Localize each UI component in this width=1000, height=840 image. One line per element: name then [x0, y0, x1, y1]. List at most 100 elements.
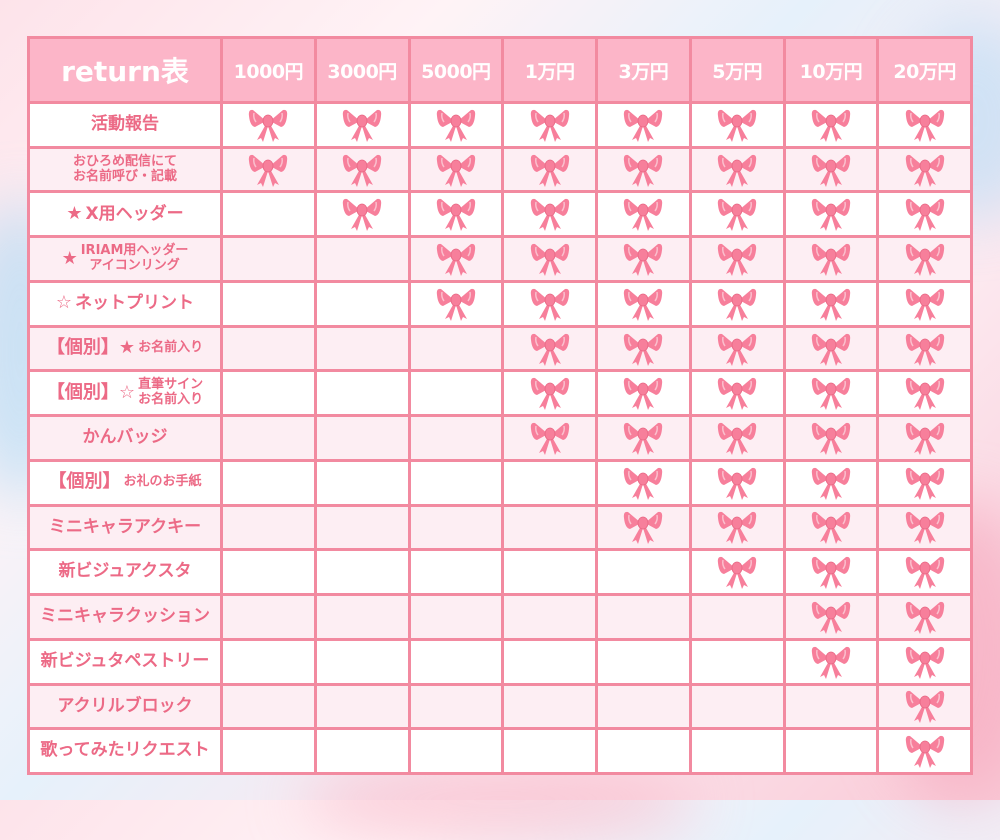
row-label: おひろめ配信にて お名前呼び・記載	[30, 148, 220, 191]
bow-icon	[436, 154, 476, 187]
included-cell	[785, 551, 877, 594]
row-label-prefix: ☆	[55, 292, 73, 314]
row-label: ミニキャラクッション	[30, 596, 220, 638]
bow-icon	[905, 199, 944, 232]
bow-icon	[530, 154, 569, 187]
included-cell	[785, 461, 877, 504]
bow-icon	[342, 109, 382, 142]
included-cell	[785, 417, 877, 459]
empty-cell	[504, 685, 595, 728]
empty-cell	[410, 417, 502, 459]
included-cell	[598, 282, 689, 325]
included-cell	[598, 506, 689, 549]
tier-header: 3000円	[316, 39, 408, 101]
included-cell	[879, 148, 970, 191]
included-cell	[785, 596, 877, 638]
bow-icon	[811, 601, 851, 634]
bow-icon	[624, 109, 663, 142]
included-cell	[785, 104, 877, 146]
included-cell	[691, 461, 783, 504]
empty-cell	[223, 238, 314, 280]
empty-cell	[223, 685, 314, 728]
bow-icon	[249, 154, 288, 187]
tier-header: 1000円	[223, 39, 314, 101]
bow-icon	[717, 512, 757, 545]
included-cell	[785, 282, 877, 325]
bow-icon	[717, 378, 757, 411]
bow-icon	[624, 512, 663, 545]
empty-cell	[504, 461, 595, 504]
included-cell	[879, 193, 970, 236]
bow-icon	[717, 557, 757, 590]
row-label-text: ミニキャラアクキー	[48, 516, 202, 537]
empty-cell	[316, 372, 408, 415]
row-label: 【個別】☆ 直筆サイン お名前入り	[30, 372, 220, 415]
included-cell	[879, 551, 970, 594]
empty-cell	[691, 596, 783, 638]
bow-icon	[717, 333, 757, 366]
empty-cell	[410, 506, 502, 549]
row-label: ミニキャラアクキー	[30, 506, 220, 549]
included-cell	[691, 104, 783, 146]
included-cell	[785, 372, 877, 415]
included-cell	[223, 148, 314, 191]
bow-icon	[905, 736, 944, 769]
included-cell	[598, 461, 689, 504]
row-label: 新ビジュタペストリー	[30, 640, 220, 683]
row-label: 【個別】 お礼のお手紙	[30, 461, 220, 504]
bow-icon	[905, 467, 944, 500]
row-label-text: ネットプリント	[75, 293, 195, 314]
tier-header: 3万円	[598, 39, 689, 101]
bow-icon	[342, 199, 382, 232]
bow-icon	[905, 243, 944, 277]
bow-icon	[530, 288, 569, 321]
bow-icon	[342, 154, 382, 187]
included-cell	[879, 596, 970, 638]
bow-icon	[717, 422, 757, 455]
bow-icon	[624, 288, 663, 321]
bow-icon	[811, 288, 851, 321]
bow-icon	[905, 154, 944, 187]
row-label: 【個別】★ お名前入り	[30, 327, 220, 370]
row-label-text: 新ビジュアクスタ	[58, 561, 192, 582]
row-label-text: 新ビジュタペストリー	[40, 650, 210, 671]
bow-icon	[811, 154, 851, 187]
included-cell	[691, 551, 783, 594]
empty-cell	[410, 640, 502, 683]
included-cell	[691, 506, 783, 549]
bow-icon	[717, 199, 757, 232]
empty-cell	[223, 327, 314, 370]
row-label-text: 歌ってみたリクエスト	[40, 740, 210, 761]
row-label: ★ IRIAM用ヘッダー アイコンリング	[30, 238, 220, 280]
empty-cell	[223, 282, 314, 325]
included-cell	[598, 327, 689, 370]
included-cell	[316, 193, 408, 236]
empty-cell	[598, 596, 689, 638]
row-label: 歌ってみたリクエスト	[30, 730, 220, 772]
included-cell	[879, 417, 970, 459]
empty-cell	[316, 417, 408, 459]
return-table: return表 1000円 3000円 5000円 1万円 3万円 5万円 10万円 20万円…	[27, 36, 973, 775]
bow-icon	[624, 378, 663, 411]
bow-icon	[905, 422, 944, 455]
empty-cell	[598, 640, 689, 683]
included-cell	[879, 104, 970, 146]
empty-cell	[504, 506, 595, 549]
row-label-text: 活動報告	[91, 114, 159, 135]
bow-icon	[530, 422, 569, 455]
included-cell	[785, 327, 877, 370]
empty-cell	[316, 282, 408, 325]
bow-icon	[717, 109, 757, 142]
bow-icon	[624, 333, 663, 366]
empty-cell	[504, 640, 595, 683]
included-cell	[504, 148, 595, 191]
empty-cell	[691, 730, 783, 772]
empty-cell	[316, 238, 408, 280]
included-cell	[410, 238, 502, 280]
tier-header: 5000円	[410, 39, 502, 101]
included-cell	[691, 193, 783, 236]
row-label: ★ X用ヘッダー	[30, 193, 220, 236]
row-label-text: かんバッジ	[82, 427, 168, 448]
bow-icon	[624, 243, 663, 277]
included-cell	[691, 417, 783, 459]
